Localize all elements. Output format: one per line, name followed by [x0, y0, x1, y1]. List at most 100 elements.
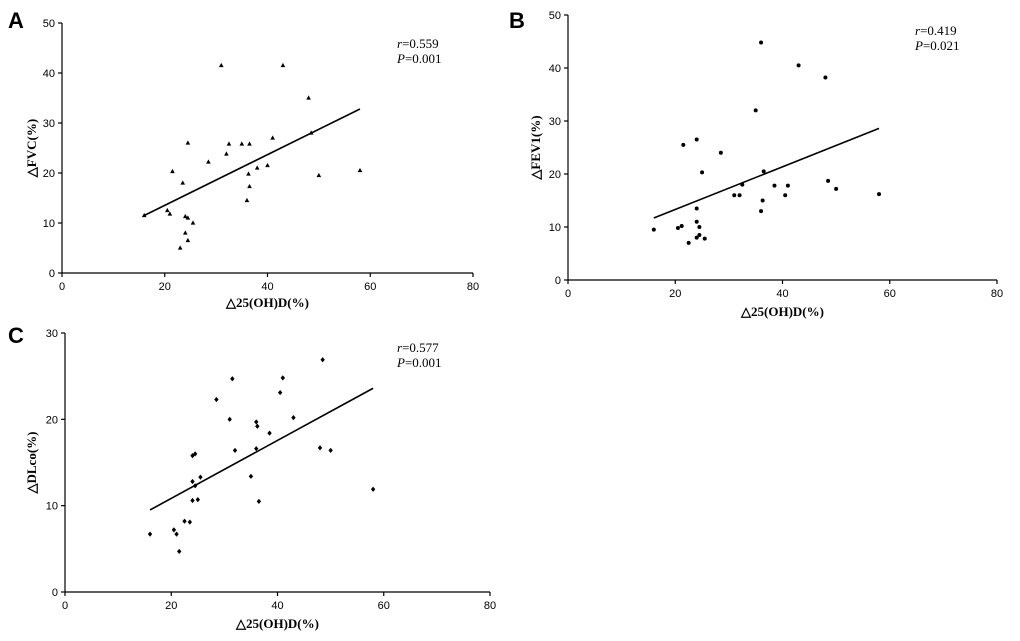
y-axis-title: △FVC(%)	[24, 119, 39, 178]
data-point	[681, 142, 686, 147]
r-symbol: r	[915, 23, 921, 38]
p-symbol: P	[914, 38, 923, 53]
y-axis-title: △DLco(%)	[24, 432, 39, 495]
panel-letter: A	[8, 8, 24, 33]
data-point	[694, 235, 699, 240]
data-point	[185, 237, 191, 243]
data-point	[248, 473, 254, 479]
data-point	[177, 548, 182, 555]
data-point	[702, 236, 707, 241]
r-value-annotation: r=0.419	[915, 23, 957, 38]
data-point	[306, 95, 311, 100]
data-point	[823, 75, 828, 80]
r-symbol: r	[397, 36, 403, 51]
data-point	[834, 186, 839, 191]
data-point	[192, 451, 198, 457]
p-symbol: P	[396, 51, 405, 66]
data-point	[651, 227, 656, 232]
data-point	[226, 141, 232, 146]
regression-line	[149, 387, 374, 511]
data-point	[317, 445, 323, 451]
data-point	[686, 240, 691, 245]
y-tick-label: 50	[43, 18, 55, 30]
data-point	[167, 211, 173, 216]
data-point	[183, 213, 188, 219]
data-point	[783, 193, 788, 198]
data-point	[185, 215, 191, 220]
data-point	[147, 531, 153, 537]
data-point	[190, 452, 195, 459]
panel-a: A 0 20 40 60 80 0 10 20 30 40 50 △25(OH)D(%) △FVC(%) r…	[8, 8, 479, 310]
data-point	[183, 230, 188, 235]
y-tick-label: 20	[46, 414, 58, 426]
y-axis-title: △FEV1(%)	[528, 115, 543, 180]
x-tick-label: 80	[991, 288, 1003, 300]
data-point	[785, 183, 790, 188]
data-point	[357, 167, 363, 173]
panel-c: C 0 20 40 60 80 0 10 20 30 △25(OH)D(%) △DLco(%) r=0.…	[8, 323, 496, 631]
data-point	[694, 137, 699, 142]
data-point	[256, 498, 262, 504]
x-tick-label: 80	[467, 281, 479, 293]
x-tick-label: 20	[159, 281, 171, 293]
y-tick-label: 30	[549, 116, 561, 128]
x-tick-label: 0	[565, 288, 571, 300]
panel-b: B 0 20 40 60 80 0 10 20 30 40 50 △25(OH)D(%) △FEV1(%)…	[509, 8, 1003, 319]
panel-letter: B	[509, 8, 525, 33]
data-point	[877, 192, 882, 197]
regression-line	[653, 127, 880, 219]
data-point	[246, 171, 251, 176]
data-point	[760, 198, 765, 203]
x-axis-title: △25(OH)D(%)	[740, 304, 824, 319]
data-point	[697, 232, 702, 237]
data-point	[165, 207, 170, 213]
data-point	[732, 193, 737, 198]
data-point	[316, 172, 322, 178]
data-point	[759, 209, 764, 214]
data-point	[214, 396, 219, 403]
x-axis-title: △25(OH)D(%)	[235, 616, 319, 631]
data-point	[694, 206, 699, 211]
data-point	[753, 108, 758, 113]
data-point	[270, 135, 275, 140]
data-point	[171, 527, 177, 533]
data-point	[277, 389, 283, 396]
data-point	[254, 419, 259, 425]
data-point	[182, 518, 187, 524]
data-point	[224, 151, 229, 156]
data-point	[700, 170, 705, 175]
data-point	[247, 183, 252, 189]
r-symbol: r	[397, 340, 403, 355]
data-point	[230, 376, 235, 382]
data-point	[737, 193, 742, 198]
data-point	[180, 180, 186, 185]
y-tick-label: 10	[46, 501, 58, 513]
data-point	[759, 40, 764, 45]
data-point	[174, 531, 179, 537]
data-point	[239, 141, 245, 146]
data-point	[761, 169, 766, 174]
data-point	[254, 165, 260, 170]
data-point	[267, 430, 272, 436]
data-point	[227, 416, 232, 422]
data-point	[190, 220, 196, 225]
data-point	[291, 415, 296, 421]
data-point	[190, 478, 195, 485]
y-tick-label: 40	[43, 68, 55, 80]
data-point	[675, 226, 680, 231]
y-tick-label: 10	[549, 222, 561, 234]
r-value: =0.419	[920, 23, 957, 38]
r-value-annotation: r=0.559	[397, 36, 439, 51]
data-point	[718, 150, 723, 155]
data-point	[255, 423, 260, 429]
data-point	[308, 130, 314, 135]
data-point	[185, 140, 191, 145]
p-value-annotation: P=0.001	[396, 355, 442, 370]
y-tick-label: 0	[52, 587, 58, 599]
x-tick-label: 40	[261, 281, 273, 293]
y-tick-label: 40	[549, 63, 561, 75]
x-tick-label: 80	[484, 600, 496, 612]
data-point	[218, 62, 224, 68]
x-tick-label: 40	[776, 288, 788, 300]
data-point	[198, 474, 203, 480]
